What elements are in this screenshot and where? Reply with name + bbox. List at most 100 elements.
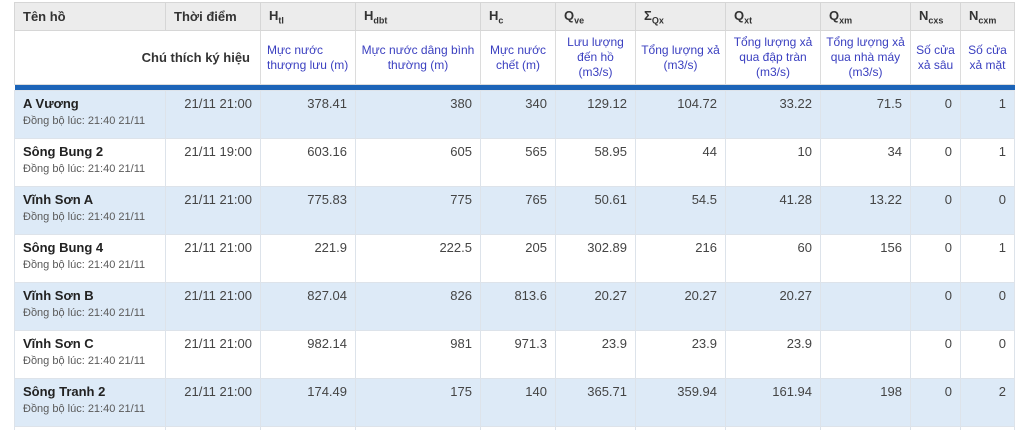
column-header-ten-ho: Tên hồ [14, 2, 166, 31]
cell-ncxm: 2 [960, 378, 1015, 427]
cell-qxm: 156 [820, 234, 911, 283]
cell-ncxm: 1 [960, 90, 1015, 139]
cell-hdbt: 222.5 [355, 234, 481, 283]
cell-sqx: 216 [635, 234, 726, 283]
symbol-subscript: tl [278, 15, 284, 26]
table-row: Vĩnh Sơn A Đồng bộ lúc: 21:40 21/11 21/11 … [14, 186, 1015, 235]
symbol-subscript: xt [744, 15, 753, 26]
cell-hc: 971.3 [480, 330, 556, 379]
symbol-main: Σ [644, 7, 652, 23]
cell-qxt: 33.22 [725, 90, 821, 139]
symbol-subscript: cxs [928, 15, 944, 26]
cell-qxt: 60 [725, 234, 821, 283]
cell-reservoir-name: Sông Ba HạĐồng bộ lúc: 21:40 21/11 [14, 426, 166, 430]
cell-ncxm: 0 [960, 282, 1015, 331]
cell-time: 21/11 21:00 [165, 282, 261, 331]
sync-time-label: Đồng bộ lúc: 21:40 21/11 [23, 307, 146, 319]
cell-ncxm: 0 [960, 330, 1015, 379]
cell-qxt: 41.28 [725, 186, 821, 235]
sync-time-label: Đồng bộ lúc: 21:40 21/11 [23, 211, 146, 223]
symbol-subscript: dbt [373, 15, 388, 26]
table-row: Vĩnh Sơn B Đồng bộ lúc: 21:40 21/11 21/11 … [14, 282, 1015, 331]
cell-hdbt: 175 [355, 378, 481, 427]
column-symbol-ncxs: Ncxs [910, 2, 961, 31]
legend-label: Chú thích ký hiệu [14, 30, 261, 85]
cell-ncxs: 0 [910, 282, 961, 331]
table-row: Sông Tranh 2 Đồng bộ lúc: 21:40 21/11 21/1… [14, 378, 1015, 427]
cell-reservoir-name: Sông Bung 4 Đồng bộ lúc: 21:40 21/11 [14, 234, 166, 283]
column-header-thoi-diem: Thời điểm [165, 2, 261, 31]
symbol-main: Q [564, 7, 575, 23]
cell-sqx: 359.94 [635, 378, 726, 427]
reservoir-name: A Vương [23, 96, 79, 111]
column-description-qxt[interactable]: Tổng lượng xả qua đập tràn (m3/s) [725, 30, 821, 85]
sync-time-label: Đồng bộ lúc: 21:40 21/11 [23, 355, 146, 367]
cell-qxt: 10 [725, 138, 821, 187]
column-symbol-sqx: ΣQx [635, 2, 726, 31]
symbol-main: N [969, 7, 979, 23]
cell-hdbt: 981 [355, 330, 481, 379]
column-description-qve[interactable]: Lưu lượng đến hồ (m3/s) [555, 30, 636, 85]
table-row: A Vương Đồng bộ lúc: 21:40 21/11 21/11 21:… [14, 90, 1015, 139]
column-description-qxm[interactable]: Tổng lượng xả qua nhà máy (m3/s) [820, 30, 911, 85]
symbol-main: H [269, 7, 279, 23]
sync-time-label: Đồng bộ lúc: 21:40 21/11 [23, 403, 146, 415]
cell-reservoir-name: Vĩnh Sơn C Đồng bộ lúc: 21:40 21/11 [14, 330, 166, 379]
cell-htl: 378.41 [260, 90, 356, 139]
symbol-main: N [919, 7, 929, 23]
column-description-ncxm[interactable]: Số cửa xả mặt [960, 30, 1015, 85]
column-symbol-hdbt: Hdbt [355, 2, 481, 31]
column-symbol-qxt: Qxt [725, 2, 821, 31]
cell-ncxs: 0 [910, 186, 961, 235]
symbol-subscript: ve [574, 15, 585, 26]
cell-qve: 129.12 [555, 90, 636, 139]
cell-ncxs: 0 [910, 378, 961, 427]
cell-qve: 2300 [555, 426, 636, 430]
cell-qve: 302.89 [555, 234, 636, 283]
cell-time: 21/11 19:00 [165, 138, 261, 187]
table-row: Sông Bung 4 Đồng bộ lúc: 21:40 21/11 21/11… [14, 234, 1015, 283]
reservoir-data-table: Tên hồ Thời điểm Htl Hdbt Hc Qve ΣQx Qxt Qxm Nc… [14, 2, 1015, 430]
sync-time-label: Đồng bộ lúc: 21:40 21/11 [23, 259, 146, 271]
reservoir-name: Vĩnh Sơn B [23, 288, 94, 303]
cell-qxm: 34 [820, 138, 911, 187]
cell-ncxs: 0 [910, 138, 961, 187]
symbol-main: Q [829, 7, 840, 23]
column-description-sqx[interactable]: Tổng lượng xả (m3/s) [635, 30, 726, 85]
cell-sqx: 23.9 [635, 330, 726, 379]
symbol-main: H [364, 7, 374, 23]
cell-qve: 50.61 [555, 186, 636, 235]
cell-qxm [820, 330, 911, 379]
cell-hc: 565 [480, 138, 556, 187]
cell-ncxm: 0 [960, 186, 1015, 235]
cell-hdbt: 380 [355, 90, 481, 139]
table-row: Vĩnh Sơn C Đồng bộ lúc: 21:40 21/11 21/11 … [14, 330, 1015, 379]
symbol-subscript: xm [839, 15, 853, 26]
symbol-subscript: cxm [978, 15, 997, 26]
column-description-htl[interactable]: Mực nước thượng lưu (m) [260, 30, 356, 85]
cell-hc: 813.6 [480, 282, 556, 331]
cell-qxm: 198 [820, 378, 911, 427]
cell-htl: 174.49 [260, 378, 356, 427]
cell-hc: 101 [480, 426, 556, 430]
cell-htl: 775.83 [260, 186, 356, 235]
cell-qxt: 2100 [725, 426, 821, 430]
symbol-main: Q [734, 7, 745, 23]
cell-qxm: 200 [820, 426, 911, 430]
cell-hc: 205 [480, 234, 556, 283]
column-description-hc[interactable]: Mực nước chết (m) [480, 30, 556, 85]
cell-qve: 20.27 [555, 282, 636, 331]
column-description-ncxs[interactable]: Số cửa xả sâu [910, 30, 961, 85]
cell-qxm [820, 282, 911, 331]
column-description-hdbt[interactable]: Mực nước dâng bình thường (m) [355, 30, 481, 85]
cell-time: 21/11 21:00 [165, 426, 261, 430]
cell-htl: 221.9 [260, 234, 356, 283]
cell-ncxs: 0 [910, 234, 961, 283]
cell-ncxs: 0 [910, 426, 961, 430]
cell-ncxm: 1 [960, 234, 1015, 283]
symbol-subscript: Qx [651, 15, 664, 26]
cell-reservoir-name: Sông Bung 2 Đồng bộ lúc: 21:40 21/11 [14, 138, 166, 187]
cell-hc: 765 [480, 186, 556, 235]
cell-ncxm: 12 [960, 426, 1015, 430]
